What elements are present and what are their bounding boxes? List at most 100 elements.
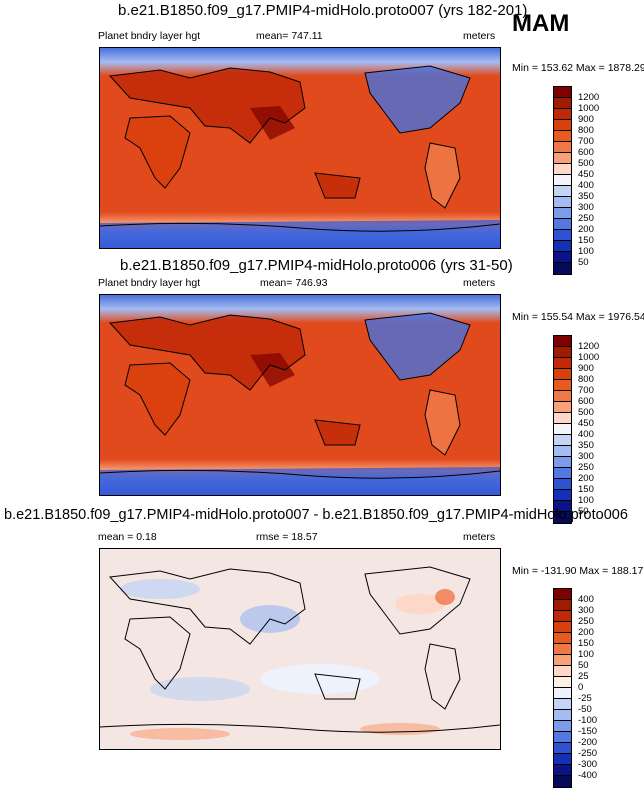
panel2-mean: mean= 746.93 bbox=[260, 277, 328, 289]
colorbar-tick-label: -25 bbox=[578, 693, 592, 704]
panel3-minmax: Min = -131.90 Max = 188.17 bbox=[512, 565, 644, 577]
colorbar-swatch bbox=[554, 336, 571, 347]
colorbar-swatch bbox=[554, 424, 571, 435]
colorbar-swatch bbox=[554, 776, 571, 787]
panel2-units: meters bbox=[463, 277, 496, 289]
colorbar-tick-label: 100 bbox=[578, 495, 594, 506]
colorbar-swatch bbox=[554, 457, 571, 468]
colorbar-tick-label: -100 bbox=[578, 715, 598, 726]
colorbar-tick-label: 250 bbox=[578, 616, 594, 627]
colorbar-swatch bbox=[554, 589, 571, 600]
panel2-colorbar bbox=[553, 335, 572, 524]
colorbar-swatch bbox=[554, 611, 571, 622]
panel2-title: b.e21.B1850.f09_g17.PMIP4-midHolo.proto0… bbox=[120, 257, 513, 274]
colorbar-tick-label: 500 bbox=[578, 407, 594, 418]
colorbar-tick-label: 450 bbox=[578, 169, 594, 180]
colorbar-tick-label: 400 bbox=[578, 429, 594, 440]
colorbar-tick-label: 150 bbox=[578, 235, 594, 246]
colorbar-swatch bbox=[554, 413, 571, 424]
colorbar-swatch bbox=[554, 699, 571, 710]
colorbar-swatch bbox=[554, 241, 571, 252]
panel2-map bbox=[99, 294, 501, 496]
colorbar-tick-label: 300 bbox=[578, 605, 594, 616]
colorbar-swatch bbox=[554, 252, 571, 263]
colorbar-swatch bbox=[554, 87, 571, 98]
colorbar-swatch bbox=[554, 490, 571, 501]
colorbar-swatch bbox=[554, 622, 571, 633]
panel1-units: meters bbox=[463, 30, 496, 42]
colorbar-swatch bbox=[554, 358, 571, 369]
colorbar-tick-label: 1200 bbox=[578, 341, 600, 352]
colorbar-tick-label: 50 bbox=[578, 257, 589, 268]
colorbar-tick-label: 150 bbox=[578, 638, 594, 649]
colorbar-tick-label: 100 bbox=[578, 649, 594, 660]
colorbar-tick-label: 400 bbox=[578, 594, 594, 605]
colorbar-swatch bbox=[554, 153, 571, 164]
colorbar-tick-label: 250 bbox=[578, 462, 594, 473]
colorbar-swatch bbox=[554, 655, 571, 666]
colorbar-swatch bbox=[554, 765, 571, 776]
colorbar-tick-label: 25 bbox=[578, 671, 589, 682]
colorbar-tick-label: 800 bbox=[578, 125, 594, 136]
panel3-map bbox=[99, 548, 501, 750]
colorbar-tick-label: 300 bbox=[578, 451, 594, 462]
colorbar-tick-label: 600 bbox=[578, 396, 594, 407]
colorbar-tick-label: 600 bbox=[578, 147, 594, 158]
colorbar-swatch bbox=[554, 380, 571, 391]
colorbar-swatch bbox=[554, 131, 571, 142]
colorbar-swatch bbox=[554, 501, 571, 512]
colorbar-tick-label: 0 bbox=[578, 682, 584, 693]
colorbar-swatch bbox=[554, 175, 571, 186]
panel3-colorbar bbox=[553, 588, 572, 788]
colorbar-swatch bbox=[554, 688, 571, 699]
panel1-variable-label: Planet bndry layer hgt bbox=[98, 30, 201, 42]
panel1-colorbar bbox=[553, 86, 572, 275]
colorbar-tick-label: 900 bbox=[578, 363, 594, 374]
colorbar-tick-label: 50 bbox=[578, 506, 589, 517]
colorbar-swatch bbox=[554, 208, 571, 219]
colorbar-tick-label: 350 bbox=[578, 191, 594, 202]
colorbar-tick-label: 900 bbox=[578, 114, 594, 125]
colorbar-tick-label: 350 bbox=[578, 440, 594, 451]
colorbar-tick-label: 50 bbox=[578, 660, 589, 671]
colorbar-tick-label: 700 bbox=[578, 136, 594, 147]
colorbar-tick-label: 800 bbox=[578, 374, 594, 385]
panel2-map-graphic bbox=[100, 295, 500, 495]
colorbar-swatch bbox=[554, 754, 571, 765]
colorbar-tick-label: -300 bbox=[578, 759, 598, 770]
panel1-minmax: Min = 153.62 Max = 1878.29 bbox=[512, 62, 644, 74]
panel1-map-graphic bbox=[100, 48, 500, 248]
colorbar-swatch bbox=[554, 197, 571, 208]
colorbar-tick-label: 1200 bbox=[578, 92, 600, 103]
colorbar-tick-label: 700 bbox=[578, 385, 594, 396]
colorbar-tick-label: -200 bbox=[578, 737, 598, 748]
panel2-variable-label: Planet bndry layer hgt bbox=[98, 277, 201, 289]
colorbar-swatch bbox=[554, 710, 571, 721]
colorbar-swatch bbox=[554, 446, 571, 457]
panel1-title: b.e21.B1850.f09_g17.PMIP4-midHolo.proto0… bbox=[118, 2, 528, 19]
colorbar-swatch bbox=[554, 230, 571, 241]
panel3-map-graphic bbox=[100, 549, 500, 749]
colorbar-swatch bbox=[554, 633, 571, 644]
panel3-mean: mean = 0.18 bbox=[98, 531, 157, 543]
colorbar-swatch bbox=[554, 142, 571, 153]
colorbar-swatch bbox=[554, 347, 571, 358]
colorbar-swatch bbox=[554, 391, 571, 402]
colorbar-swatch bbox=[554, 120, 571, 131]
colorbar-swatch bbox=[554, 164, 571, 175]
colorbar-tick-label: -400 bbox=[578, 770, 598, 781]
colorbar-swatch bbox=[554, 98, 571, 109]
season-label: MAM bbox=[512, 10, 570, 37]
colorbar-tick-label: 450 bbox=[578, 418, 594, 429]
colorbar-swatch bbox=[554, 721, 571, 732]
colorbar-tick-label: 200 bbox=[578, 627, 594, 638]
colorbar-swatch bbox=[554, 666, 571, 677]
colorbar-swatch bbox=[554, 512, 571, 523]
colorbar-tick-label: 200 bbox=[578, 473, 594, 484]
colorbar-swatch bbox=[554, 109, 571, 120]
colorbar-swatch bbox=[554, 219, 571, 230]
colorbar-swatch bbox=[554, 600, 571, 611]
colorbar-tick-label: -150 bbox=[578, 726, 598, 737]
colorbar-tick-label: 200 bbox=[578, 224, 594, 235]
colorbar-tick-label: 150 bbox=[578, 484, 594, 495]
